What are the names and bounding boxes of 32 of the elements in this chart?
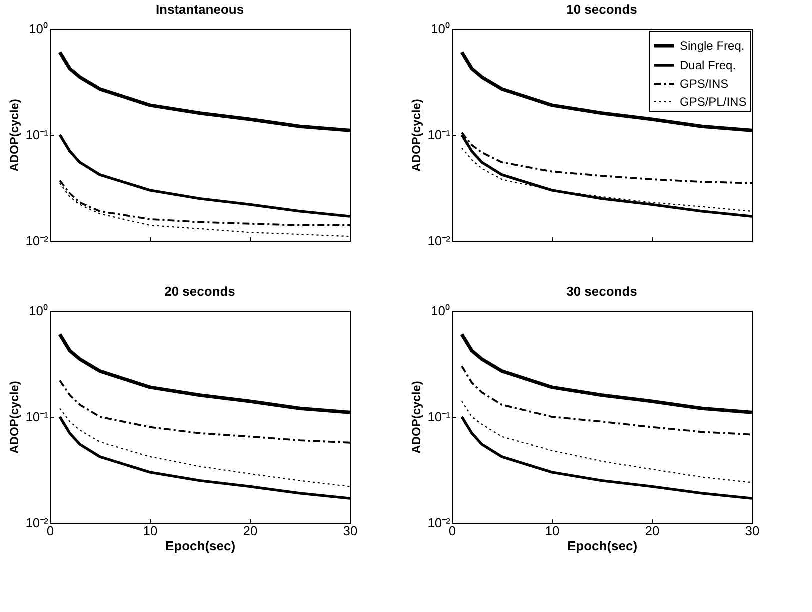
- chart-title: Instantaneous: [156, 2, 244, 17]
- y-tick-label: 10⁰: [431, 22, 450, 36]
- x-axis-title: Epoch(sec): [165, 538, 236, 554]
- y-axis-title: ADOP(cycle): [410, 99, 424, 172]
- legend-label: GPS/PL/INS: [680, 95, 747, 109]
- x-tick-label: 10: [545, 524, 560, 538]
- x-tick-label: 20: [645, 524, 660, 538]
- y-tick-label: 10⁰: [29, 22, 48, 36]
- y-axis-title: ADOP(cycle): [410, 381, 424, 454]
- x-tick-label: 30: [343, 524, 358, 538]
- x-axis-title: Epoch(sec): [567, 538, 638, 554]
- x-tick-label: 0: [448, 524, 456, 538]
- y-tick-label: 10⁰: [29, 304, 48, 318]
- legend-label: GPS/INS: [680, 77, 729, 91]
- y-tick-label: 10⁻¹: [428, 128, 452, 142]
- y-tick-label: 10⁰: [431, 304, 450, 318]
- x-tick-label: 0: [46, 524, 54, 538]
- chart-title: 10 seconds: [566, 2, 638, 17]
- x-tick-label: 20: [243, 524, 258, 538]
- y-tick-label: 10⁻²: [428, 234, 452, 248]
- y-axis-title: ADOP(cycle): [8, 99, 22, 172]
- legend-label: Dual Freq.: [680, 58, 736, 72]
- y-axis-title: ADOP(cycle): [8, 381, 22, 454]
- x-tick-label: 30: [745, 524, 760, 538]
- chart-title: 30 seconds: [566, 284, 638, 299]
- y-tick-label: 10⁻¹: [26, 410, 50, 424]
- y-tick-label: 10⁻¹: [26, 128, 50, 142]
- y-tick-label: 10⁻²: [26, 234, 50, 248]
- x-tick-label: 10: [143, 524, 158, 538]
- chart-title: 20 seconds: [164, 284, 236, 299]
- y-tick-label: 10⁻¹: [428, 410, 452, 424]
- legend-label: Single Freq.: [680, 39, 745, 53]
